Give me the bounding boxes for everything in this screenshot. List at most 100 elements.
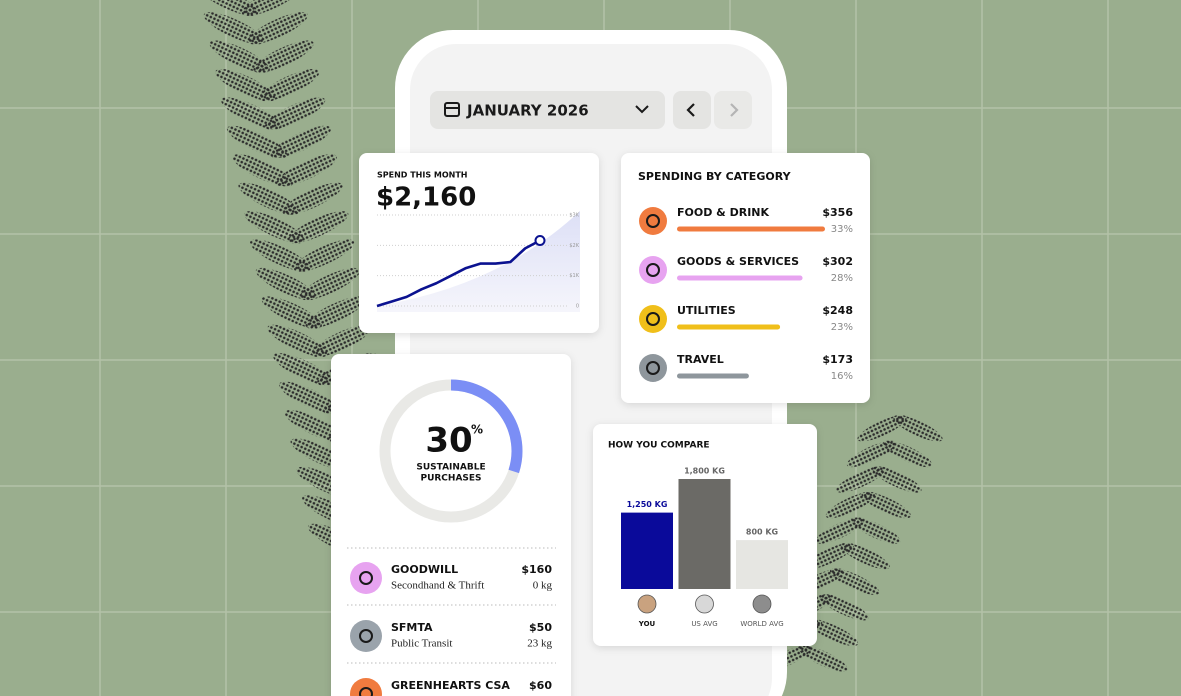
fern-leaf: [241, 0, 303, 16]
area-decoration: [377, 211, 580, 312]
fern-leaf: [215, 68, 276, 102]
category-icon-glyph: [646, 263, 660, 277]
fern-leaf: [299, 267, 360, 301]
fern-leaf: [815, 517, 865, 544]
category-icon-glyph: [646, 214, 660, 228]
donut-arc: [450, 379, 523, 474]
previous-month-button[interactable]: [673, 91, 711, 129]
merchant-icon: [350, 562, 382, 594]
fern-leaf: [829, 568, 880, 595]
transaction-amount: $60: [529, 679, 552, 692]
fern-leaf: [288, 211, 349, 244]
fern-leaf: [209, 40, 270, 73]
category-percent: 33%: [831, 224, 853, 235]
merchant-icon-glyph: [359, 687, 373, 696]
comparison-icon: [637, 594, 657, 614]
fern-leaf: [276, 154, 337, 187]
fern-leaf: [278, 381, 340, 414]
carbon-footprint: 23 kg: [527, 638, 552, 650]
x-tick-label: YOU: [638, 620, 656, 628]
fern-leaf: [808, 619, 859, 646]
bar-value-label: 800 KG: [746, 528, 778, 537]
fern-leaf: [255, 267, 317, 301]
merchant-name: GOODWILL: [391, 563, 458, 576]
category-name: FOOD & DRINK: [677, 206, 769, 219]
category-bar: [677, 226, 825, 232]
card-title: SPEND THIS MONTH: [377, 171, 468, 180]
category-icon: [639, 256, 667, 284]
fern-leaf: [798, 645, 848, 672]
card-title: SPENDING BY CATEGORY: [638, 170, 792, 183]
month-selector[interactable]: JANUARY 2026: [430, 91, 665, 129]
category-icon-glyph: [646, 361, 660, 375]
fern-leaf: [270, 125, 332, 158]
fern-leaf: [284, 410, 346, 443]
transaction-amount: $160: [521, 563, 552, 576]
donut-label: PURCHASES: [420, 474, 481, 484]
carbon-footprint: 0 kg: [533, 580, 553, 592]
fern-leaf: [282, 182, 343, 215]
next-month-button[interactable]: [714, 91, 752, 129]
merchant-icon: [350, 620, 382, 652]
month-dropdown[interactable]: [430, 91, 665, 129]
bar: [621, 512, 673, 589]
donut-value: 30: [425, 421, 472, 461]
category-name: TRAVEL: [677, 353, 724, 366]
fern-leaf: [250, 239, 311, 272]
fern-leaf: [872, 466, 922, 493]
merchant-category: Secondhand & Thrift: [391, 580, 484, 592]
fern-leaf: [238, 182, 299, 215]
next-arrow: [730, 103, 739, 117]
y-tick-label: $1K: [569, 273, 579, 279]
fern-leaf: [264, 97, 326, 130]
donut-label: SUSTAINABLE: [416, 463, 485, 473]
fern-leaf: [221, 97, 282, 130]
fern-leaf: [293, 239, 355, 272]
fern-leaf: [836, 466, 886, 493]
fern-leaf: [261, 296, 322, 329]
category-icon: [639, 354, 667, 382]
fern-leaf: [893, 415, 943, 442]
fern-leaf: [259, 68, 320, 102]
bar-value-label: 1,250 KG: [627, 500, 668, 509]
fern-leaf: [273, 353, 334, 386]
category-name: UTILITIES: [677, 304, 736, 317]
fern-leaf: [840, 543, 890, 570]
comparison-icon: [695, 594, 714, 614]
category-percent: 16%: [831, 371, 853, 382]
fern-leaf: [197, 0, 259, 16]
category-percent: 23%: [831, 322, 853, 333]
fern-leaf: [267, 324, 328, 357]
category-icon: [639, 207, 667, 235]
spend-line: [376, 239, 541, 308]
y-tick-label: 0: [576, 304, 579, 310]
merchant-icon-glyph: [359, 629, 373, 643]
x-tick-label: WORLD AVG: [740, 620, 783, 628]
category-amount: $248: [822, 304, 853, 317]
category-icon-glyph: [646, 312, 660, 326]
transaction-amount: $50: [529, 621, 552, 634]
fern-leaf: [311, 324, 372, 357]
current-point: [534, 234, 546, 246]
bar: [678, 479, 731, 589]
category-amount: $356: [822, 206, 853, 219]
comparison-icon: [752, 594, 772, 614]
y-tick-label: $3K: [569, 213, 579, 219]
fern-leaf: [861, 491, 911, 519]
fern-leaf: [882, 440, 933, 468]
category-icon: [639, 305, 667, 333]
merchant-category: Public Transit: [391, 638, 452, 650]
category-bar: [677, 275, 803, 281]
fern-leaf: [825, 491, 876, 519]
bar-value-label: 1,800 KG: [684, 467, 725, 476]
category-amount: $173: [822, 353, 853, 366]
category-bar: [677, 324, 781, 330]
fern-leaf: [247, 12, 308, 45]
dropdown-chevron: [635, 105, 649, 114]
previous-arrow: [686, 103, 695, 117]
fern-leaf: [851, 517, 901, 544]
fern-leaf: [305, 296, 366, 329]
bar: [736, 540, 788, 589]
